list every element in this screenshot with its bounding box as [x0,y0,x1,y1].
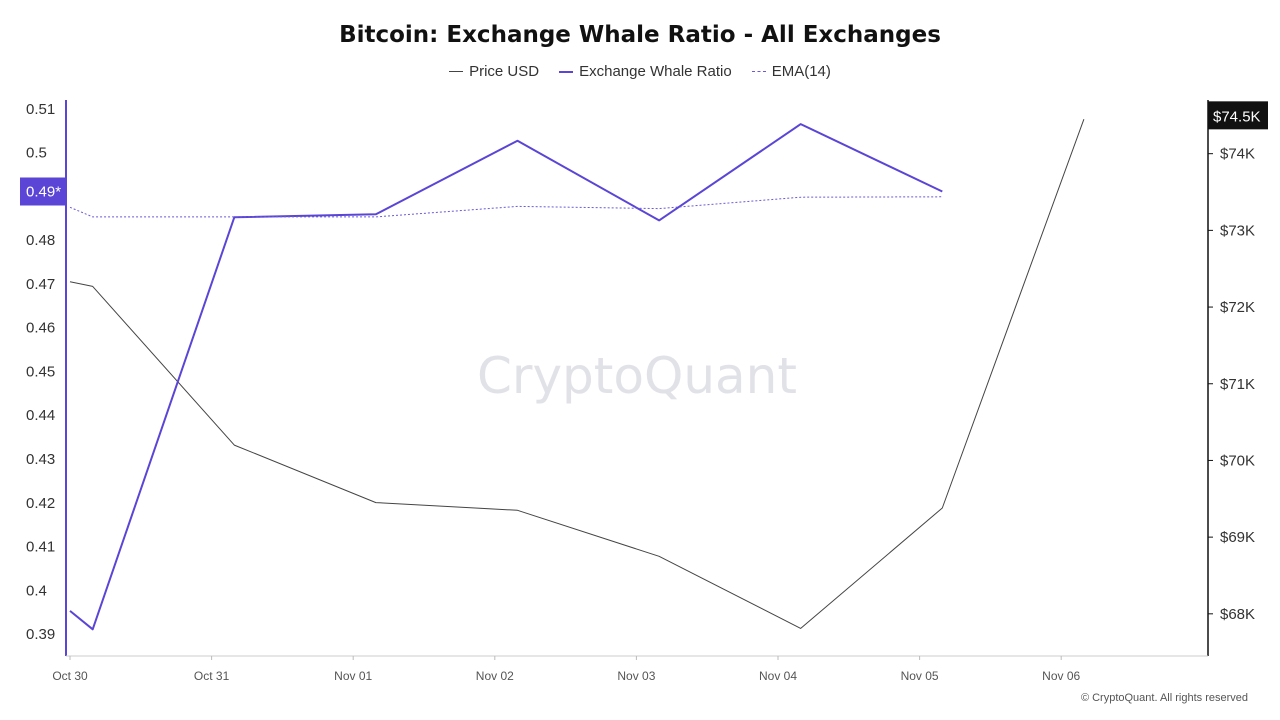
legend-item-price[interactable]: Price USD [449,63,539,80]
legend-swatch-price [449,71,464,72]
legend-item-whale-ratio[interactable]: Exchange Whale Ratio [559,63,732,80]
y-left-marker-box [20,177,66,206]
y-left-tick-label: 0.4 [26,582,47,599]
x-tick-label: Oct 31 [194,669,230,683]
legend-label-ema: EMA(14) [771,63,831,80]
legend-swatch-ema [751,71,766,72]
legend-label-whale-ratio: Exchange Whale Ratio [579,63,732,80]
x-tick-label: Nov 01 [334,669,372,683]
y-right-tick-label: $72K [1220,299,1255,316]
y-left-tick-label: 0.47 [26,276,55,293]
legend-label-price: Price USD [469,63,540,80]
y-left-tick-label: 0.39 [26,626,55,643]
y-right-tick-label: $68K [1220,606,1255,623]
y-right-tick-label: $71K [1220,376,1255,393]
y-left-tick-label: 0.46 [26,320,55,337]
legend-swatch-whale-ratio [559,70,574,73]
y-right-tick-label: $73K [1220,222,1255,239]
y-left-tick-label: 0.41 [26,539,55,556]
y-left-tick-label: 0.51 [26,101,55,118]
y-right-tick-label: $69K [1220,529,1255,546]
watermark: CryptoQuant [477,347,797,405]
series-line-price-usd [69,119,1085,629]
legend: Price USD Exchange Whale Ratio EMA(14) [0,63,1280,80]
x-tick-label: Oct 30 [52,669,88,683]
chart-title: Bitcoin: Exchange Whale Ratio - All Exch… [339,22,941,48]
y-left-tick-label: 0.5 [26,145,47,162]
y-left-tick-label: 0.42 [26,495,55,512]
y-left-marker-label: 0.49* [26,183,61,200]
y-left-tick-label: 0.45 [26,363,55,380]
x-tick-label: Nov 04 [759,669,797,683]
y-left-tick-label: 0.48 [26,232,55,249]
y-right-marker-label: $74.5K [1213,108,1261,125]
y-left-tick-label: 0.44 [26,407,55,424]
series-line-exchange-whale-ratio [69,123,943,631]
y-right-tick-label: $70K [1220,452,1255,469]
x-tick-label: Nov 05 [901,669,939,683]
y-right-tick-label: $74K [1220,146,1255,163]
x-tick-label: Nov 03 [617,669,655,683]
x-tick-label: Nov 02 [476,669,514,683]
copyright-footer: © CryptoQuant. All rights reserved [1080,692,1248,704]
x-tick-label: Nov 06 [1042,669,1080,683]
y-left-tick-label: 0.43 [26,451,55,468]
y-right-marker-box [1208,101,1268,130]
legend-item-ema[interactable]: EMA(14) [751,63,831,80]
series-line-ema-14 [69,196,943,218]
